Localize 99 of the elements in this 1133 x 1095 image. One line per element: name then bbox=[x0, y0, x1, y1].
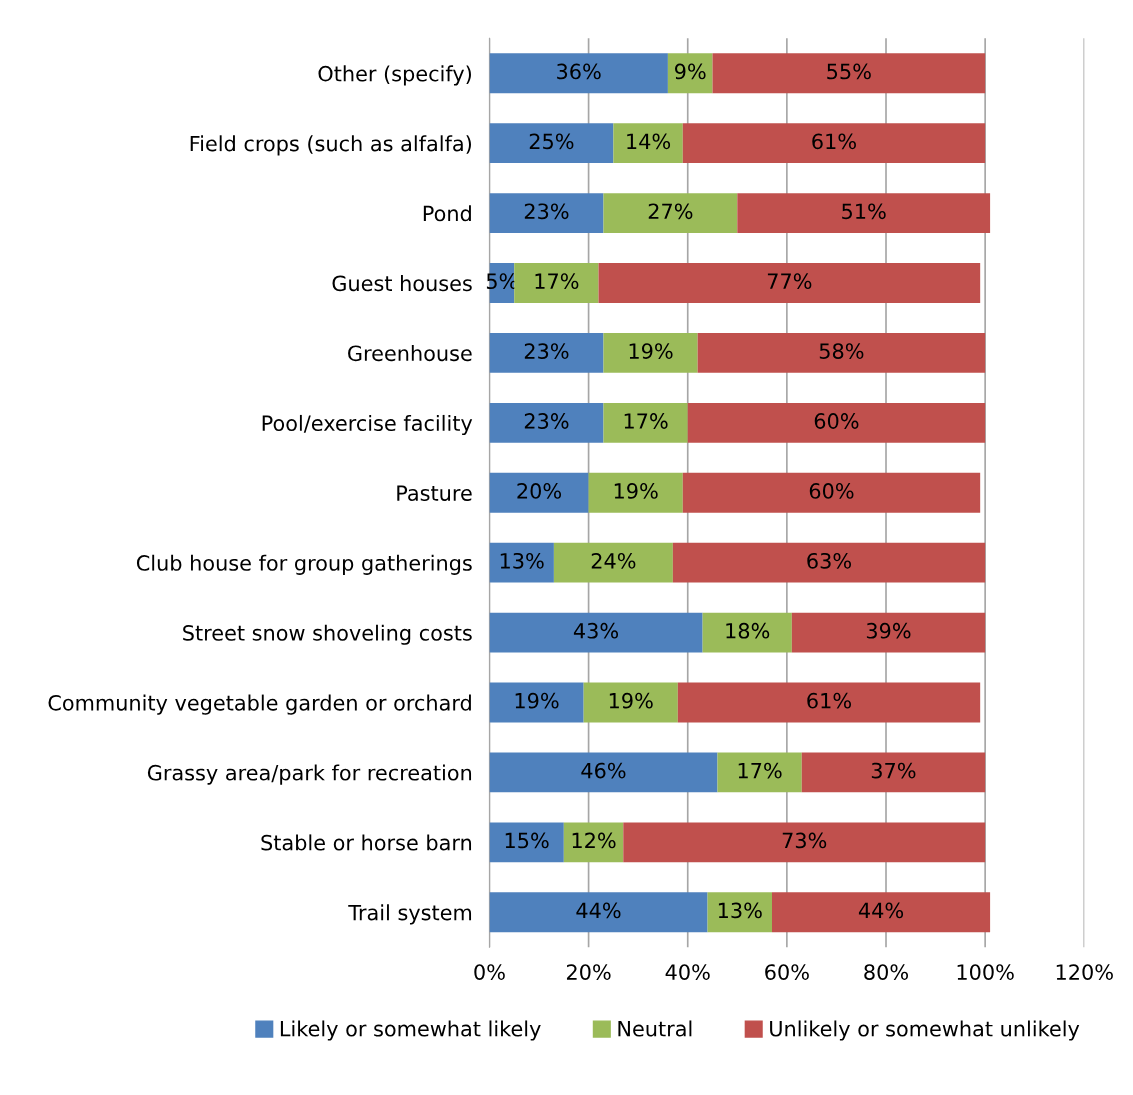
bar bbox=[772, 892, 991, 933]
x-tick-label: 40% bbox=[665, 964, 710, 980]
bar bbox=[687, 402, 986, 443]
data-label: 43% bbox=[573, 622, 619, 639]
data-label: 24% bbox=[591, 552, 636, 569]
bar bbox=[489, 472, 589, 513]
bar bbox=[489, 402, 604, 443]
bar bbox=[707, 892, 772, 933]
data-label: 27% bbox=[648, 203, 693, 220]
bar bbox=[489, 123, 614, 164]
bar bbox=[682, 472, 981, 513]
bar bbox=[553, 542, 673, 583]
bar bbox=[623, 822, 986, 863]
bar bbox=[737, 193, 991, 234]
y-tick-label: Other (specify) bbox=[318, 65, 471, 86]
bar bbox=[489, 682, 584, 723]
data-label: 73% bbox=[782, 832, 827, 849]
data-label: 12% bbox=[572, 832, 616, 849]
data-label: 44% bbox=[858, 902, 904, 919]
data-label: 25% bbox=[529, 133, 574, 150]
data-label: 39% bbox=[866, 622, 911, 639]
x-tick-label: 20% bbox=[566, 964, 611, 980]
data-label: 58% bbox=[819, 343, 864, 359]
data-label: 17% bbox=[624, 413, 668, 429]
bar bbox=[489, 333, 604, 373]
y-tick-label: Street snow shoveling costs bbox=[183, 624, 472, 645]
data-label: 17% bbox=[535, 273, 579, 290]
y-tick-label: Community vegetable garden or orchard bbox=[48, 694, 471, 715]
data-label: 19% bbox=[629, 343, 673, 359]
data-label: 60% bbox=[809, 483, 854, 499]
data-label: 63% bbox=[807, 552, 851, 569]
bar bbox=[489, 612, 703, 653]
legend-label: Neutral bbox=[618, 1020, 692, 1037]
data-label: 51% bbox=[842, 203, 886, 220]
data-label: 23% bbox=[524, 343, 569, 359]
legend-label: Likely or somewhat likely bbox=[280, 1020, 541, 1041]
y-tick-label: Grassy area/park for recreation bbox=[147, 764, 472, 785]
data-label: 17% bbox=[738, 762, 782, 779]
bar bbox=[672, 542, 986, 583]
data-label: 61% bbox=[807, 692, 851, 709]
bar bbox=[489, 822, 564, 863]
data-label: 23% bbox=[524, 413, 569, 429]
data-label: 77% bbox=[767, 273, 812, 290]
bar bbox=[514, 263, 599, 303]
y-tick-label: Field crops (such as alfalfa) bbox=[190, 135, 471, 156]
data-label: 46% bbox=[581, 762, 626, 779]
data-label: 9% bbox=[675, 63, 706, 80]
data-label: 55% bbox=[827, 63, 871, 80]
bar bbox=[667, 53, 713, 94]
bar bbox=[677, 682, 981, 723]
y-tick-label: Pond bbox=[423, 205, 471, 222]
y-tick-label: Trail system bbox=[348, 904, 472, 925]
x-tick-label: 60% bbox=[765, 964, 809, 980]
data-label: 19% bbox=[515, 692, 559, 709]
bar bbox=[563, 822, 624, 863]
bar bbox=[791, 612, 986, 653]
data-label: 23% bbox=[524, 203, 569, 220]
legend-label: Unlikely or somewhat unlikely bbox=[770, 1020, 1080, 1041]
x-tick-label: 0% bbox=[474, 964, 505, 980]
x-tick-label: 120% bbox=[1056, 964, 1113, 980]
data-label: 60% bbox=[814, 413, 859, 429]
x-tick-label: 80% bbox=[864, 964, 909, 980]
bar bbox=[697, 333, 986, 373]
y-tick-label: Pasture bbox=[397, 485, 472, 501]
data-label: 61% bbox=[812, 133, 856, 150]
bar bbox=[603, 333, 698, 373]
bar bbox=[712, 53, 986, 94]
y-tick-label: Greenhouse bbox=[348, 345, 472, 362]
bar bbox=[682, 123, 986, 164]
bar bbox=[489, 53, 668, 94]
data-label: 36% bbox=[557, 63, 601, 80]
bar bbox=[717, 752, 802, 793]
bar bbox=[603, 402, 688, 443]
data-label: 13% bbox=[500, 552, 544, 569]
y-tick-label: Pool/exercise facility bbox=[262, 414, 473, 436]
x-tick-label: 100% bbox=[957, 964, 1014, 980]
data-label: 14% bbox=[627, 133, 671, 150]
data-label: 20% bbox=[517, 483, 562, 499]
y-tick-label: Guest houses bbox=[332, 275, 472, 292]
bar bbox=[489, 892, 708, 933]
data-label: 37% bbox=[871, 762, 916, 779]
bar bbox=[702, 612, 792, 653]
bar bbox=[801, 752, 986, 793]
data-label: 19% bbox=[609, 692, 653, 709]
bar bbox=[489, 752, 718, 793]
bar bbox=[603, 193, 738, 234]
y-tick-label: Club house for group gatherings bbox=[136, 554, 472, 575]
bar bbox=[598, 263, 981, 303]
data-label: 19% bbox=[614, 483, 658, 499]
data-label: 13% bbox=[718, 902, 762, 919]
y-tick-label: Stable or horse barn bbox=[261, 834, 472, 851]
bar bbox=[613, 123, 683, 164]
data-label: 18% bbox=[726, 622, 770, 639]
bar bbox=[489, 542, 554, 583]
bar bbox=[489, 193, 604, 234]
bar bbox=[588, 472, 683, 513]
data-label: 44% bbox=[576, 902, 621, 919]
bar bbox=[583, 682, 678, 723]
data-label: 15% bbox=[505, 832, 549, 849]
